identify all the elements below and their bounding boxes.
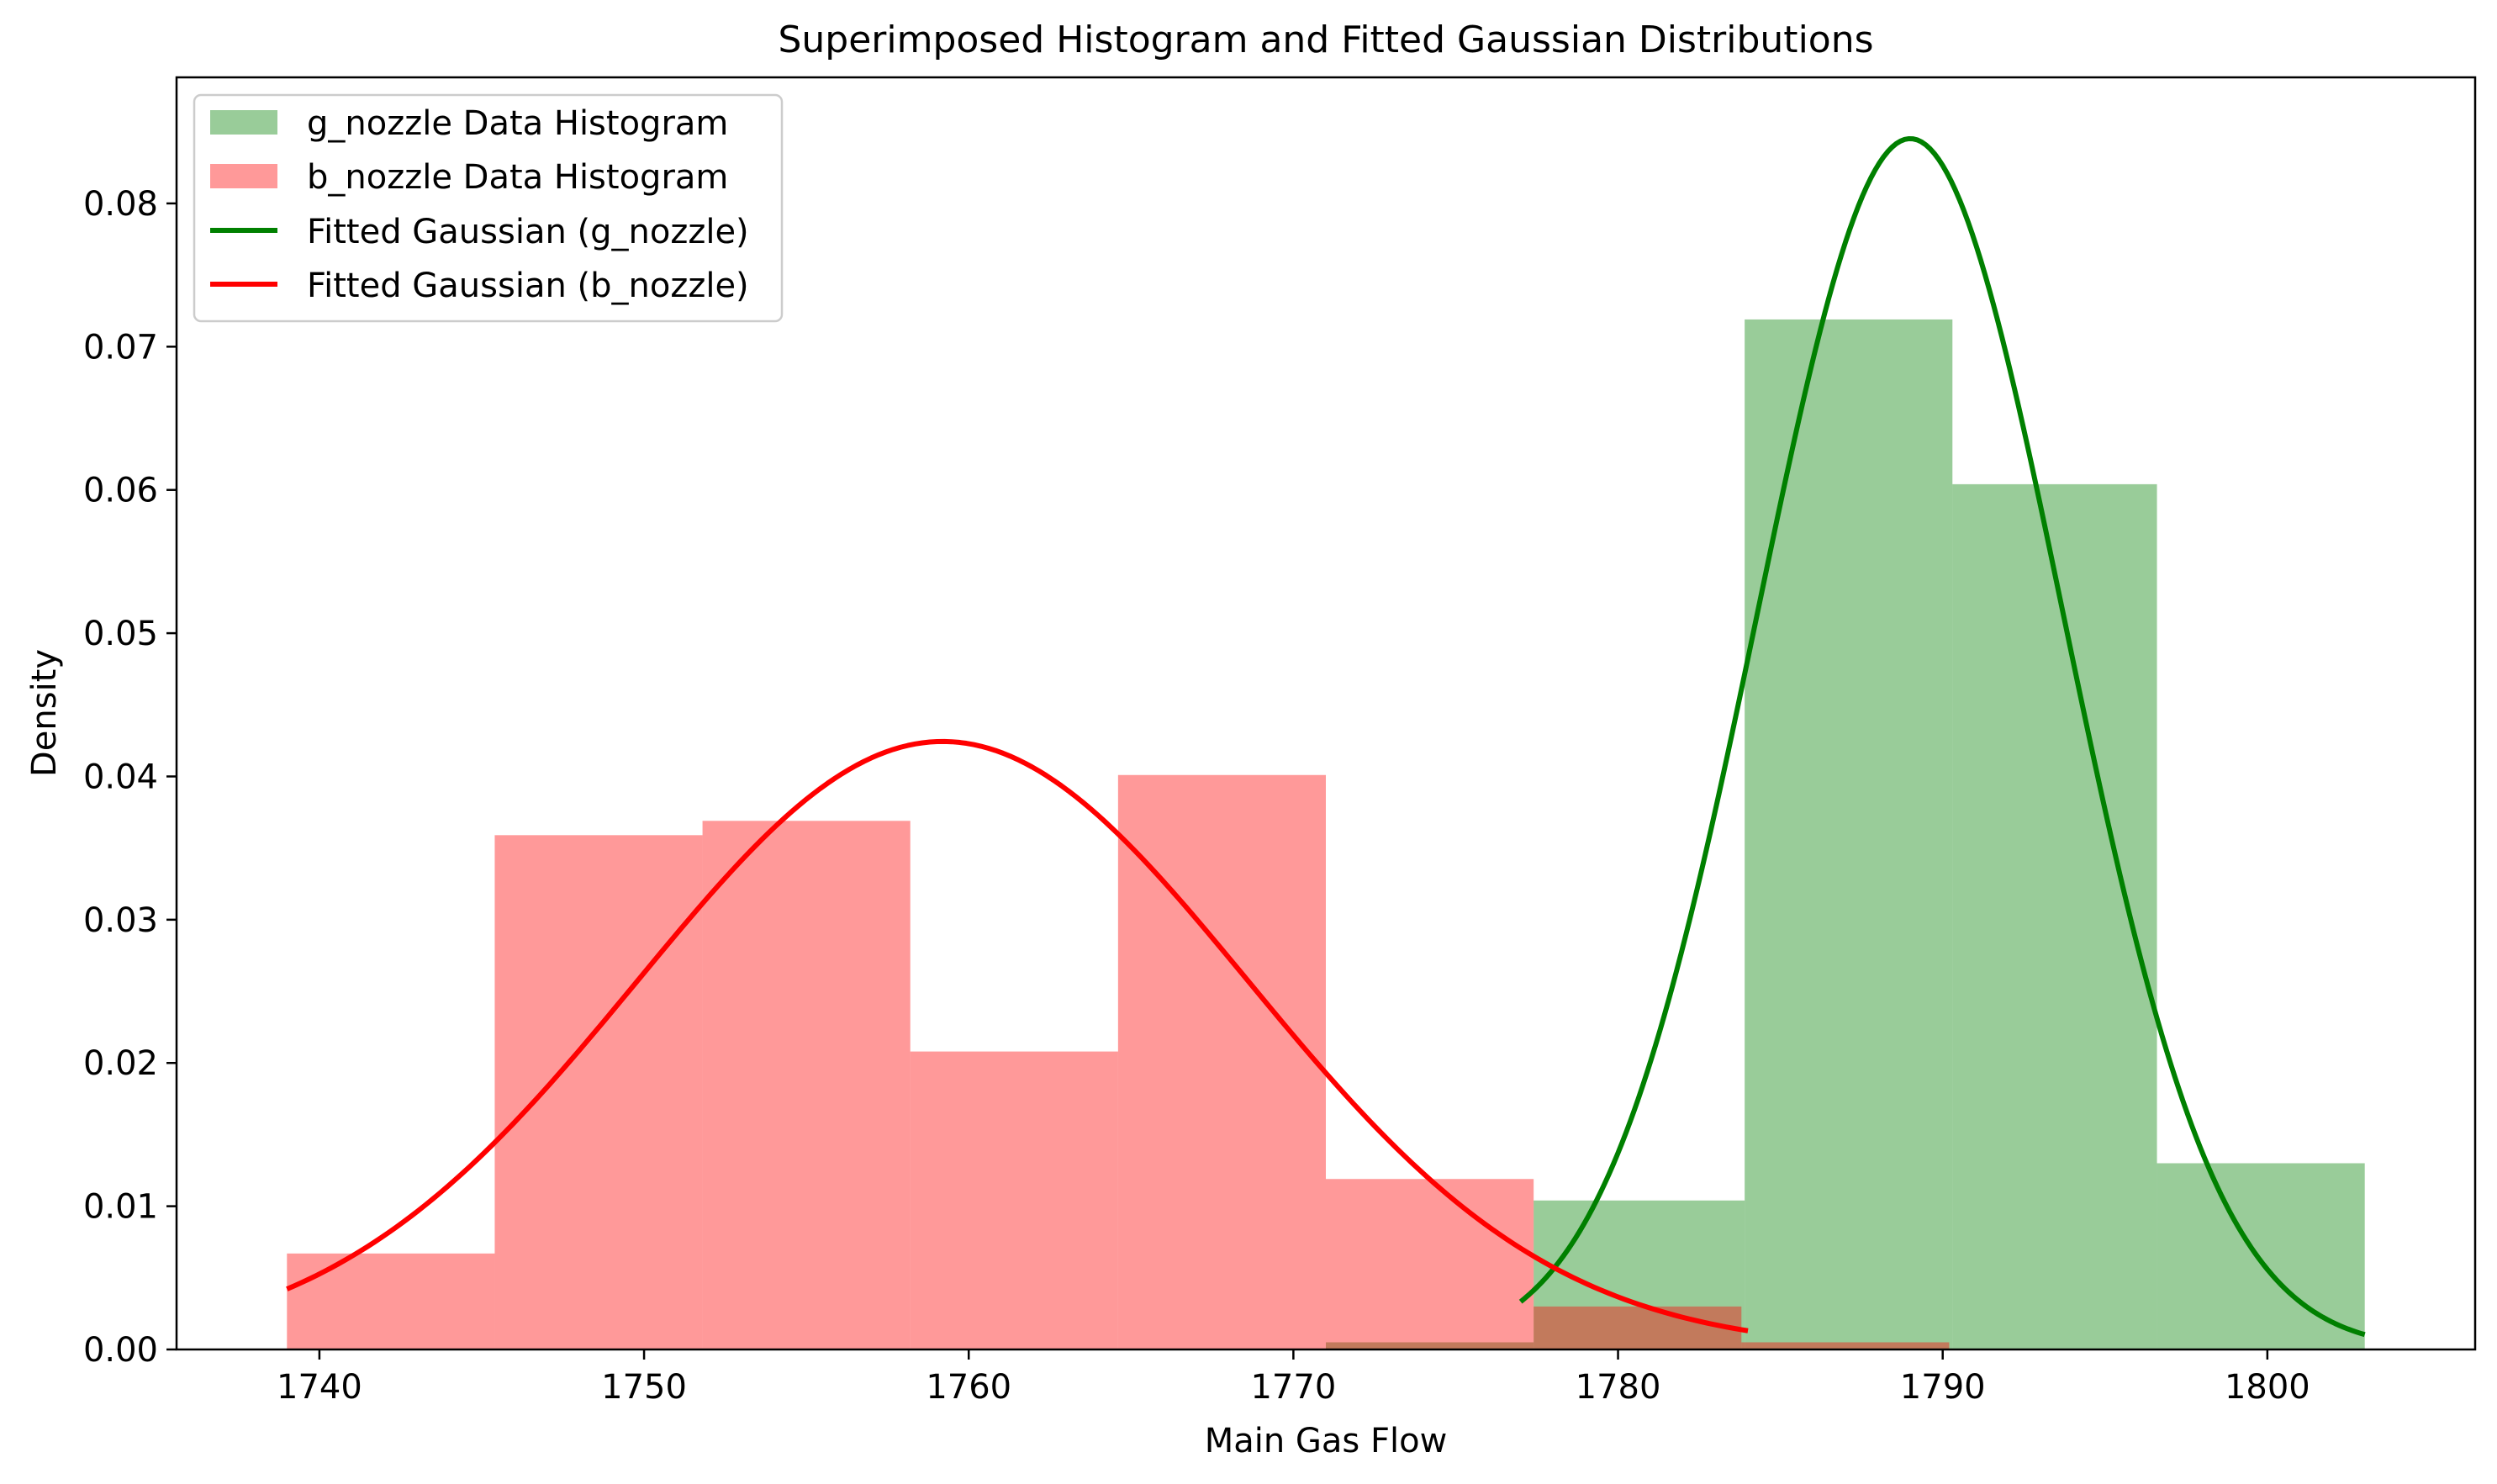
y-tick-label: 0.01 <box>83 1188 158 1227</box>
legend-label-g-nozzle-gaussian: Fitted Gaussian (g_nozzle) <box>307 213 749 251</box>
chart-title: Superimposed Histogram and Fitted Gaussi… <box>778 18 1873 61</box>
g-nozzle-bars <box>1326 319 2365 1350</box>
axes-frame <box>175 76 2477 1351</box>
y-tick-label: 0.04 <box>83 758 158 796</box>
legend: g_nozzle Data Histogram b_nozzle Data Hi… <box>193 93 784 323</box>
y-tick-label: 0.06 <box>83 472 158 510</box>
y-tick-label: 0.03 <box>83 901 158 940</box>
legend-swatch-g-nozzle-histogram <box>210 110 277 135</box>
x-tick-label: 1780 <box>1576 1368 1661 1407</box>
y-tick-label: 0.08 <box>83 185 158 224</box>
y-axis-label: Density <box>25 649 64 777</box>
x-tick-label: 1800 <box>2225 1368 2310 1407</box>
y-tick-label: 0.07 <box>83 328 158 367</box>
y-axis-ticks: 0.00 0.01 0.02 0.03 0.04 0.05 0.06 0.07 0.08 <box>83 185 177 1370</box>
legend-swatch-b-nozzle-histogram <box>210 164 277 188</box>
plot-area <box>286 135 2366 1350</box>
legend-label-b-nozzle-histogram: b_nozzle Data Histogram <box>307 158 728 197</box>
b-nozzle-bar-5 <box>1326 1179 1534 1349</box>
b-nozzle-bar-3 <box>910 1051 1118 1349</box>
b-nozzle-bar-1 <box>494 835 703 1349</box>
y-tick-label: 0.00 <box>83 1331 158 1370</box>
x-tick-label: 1790 <box>1900 1368 1986 1407</box>
b-nozzle-bar-7 <box>1741 1342 1950 1349</box>
legend-label-b-nozzle-gaussian: Fitted Gaussian (b_nozzle) <box>307 267 749 305</box>
b-nozzle-bar-2 <box>702 821 911 1349</box>
x-tick-label: 1750 <box>601 1368 687 1407</box>
y-tick-label: 0.05 <box>83 615 158 653</box>
g-nozzle-gaussian-curve <box>1518 135 2366 1338</box>
legend-box <box>193 93 784 323</box>
x-tick-label: 1770 <box>1250 1368 1336 1407</box>
x-axis-label: Main Gas Flow <box>1205 1422 1448 1460</box>
g-nozzle-bar-3 <box>1952 483 2157 1349</box>
b-nozzle-bar-6 <box>1534 1306 1742 1349</box>
x-tick-label: 1740 <box>277 1368 362 1407</box>
x-axis-ticks: 1740 1750 1760 1770 1780 1790 1800 <box>277 1349 2310 1407</box>
gaussian-curves <box>286 135 2366 1338</box>
b-nozzle-bar-0 <box>287 1253 495 1349</box>
b-nozzle-bar-4 <box>1117 774 1326 1349</box>
y-tick-label: 0.02 <box>83 1044 158 1083</box>
x-tick-label: 1760 <box>926 1368 1011 1407</box>
b-nozzle-bars <box>287 774 1950 1349</box>
g-nozzle-bar-0 <box>1326 1342 1534 1349</box>
legend-label-g-nozzle-histogram: g_nozzle Data Histogram <box>307 104 728 143</box>
g-nozzle-bar-2 <box>1745 319 1953 1350</box>
b-nozzle-gaussian-curve <box>286 738 1749 1333</box>
